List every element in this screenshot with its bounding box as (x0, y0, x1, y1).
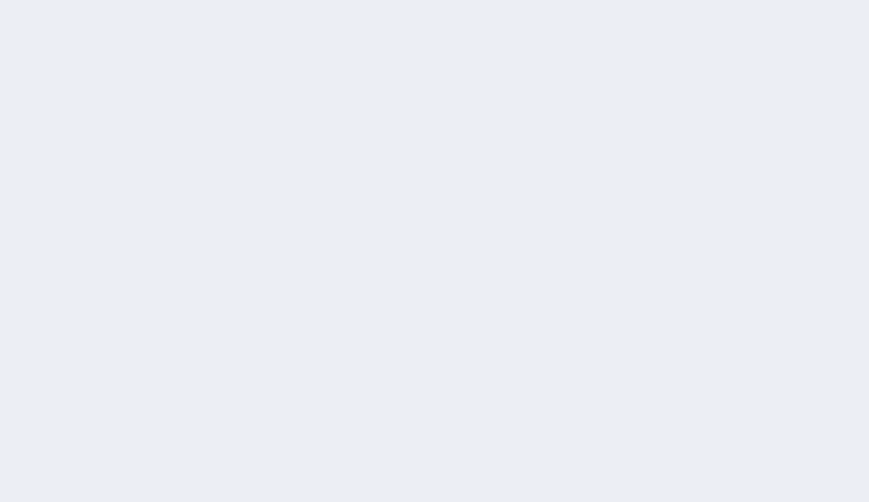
pricing-cards-row (0, 0, 869, 502)
